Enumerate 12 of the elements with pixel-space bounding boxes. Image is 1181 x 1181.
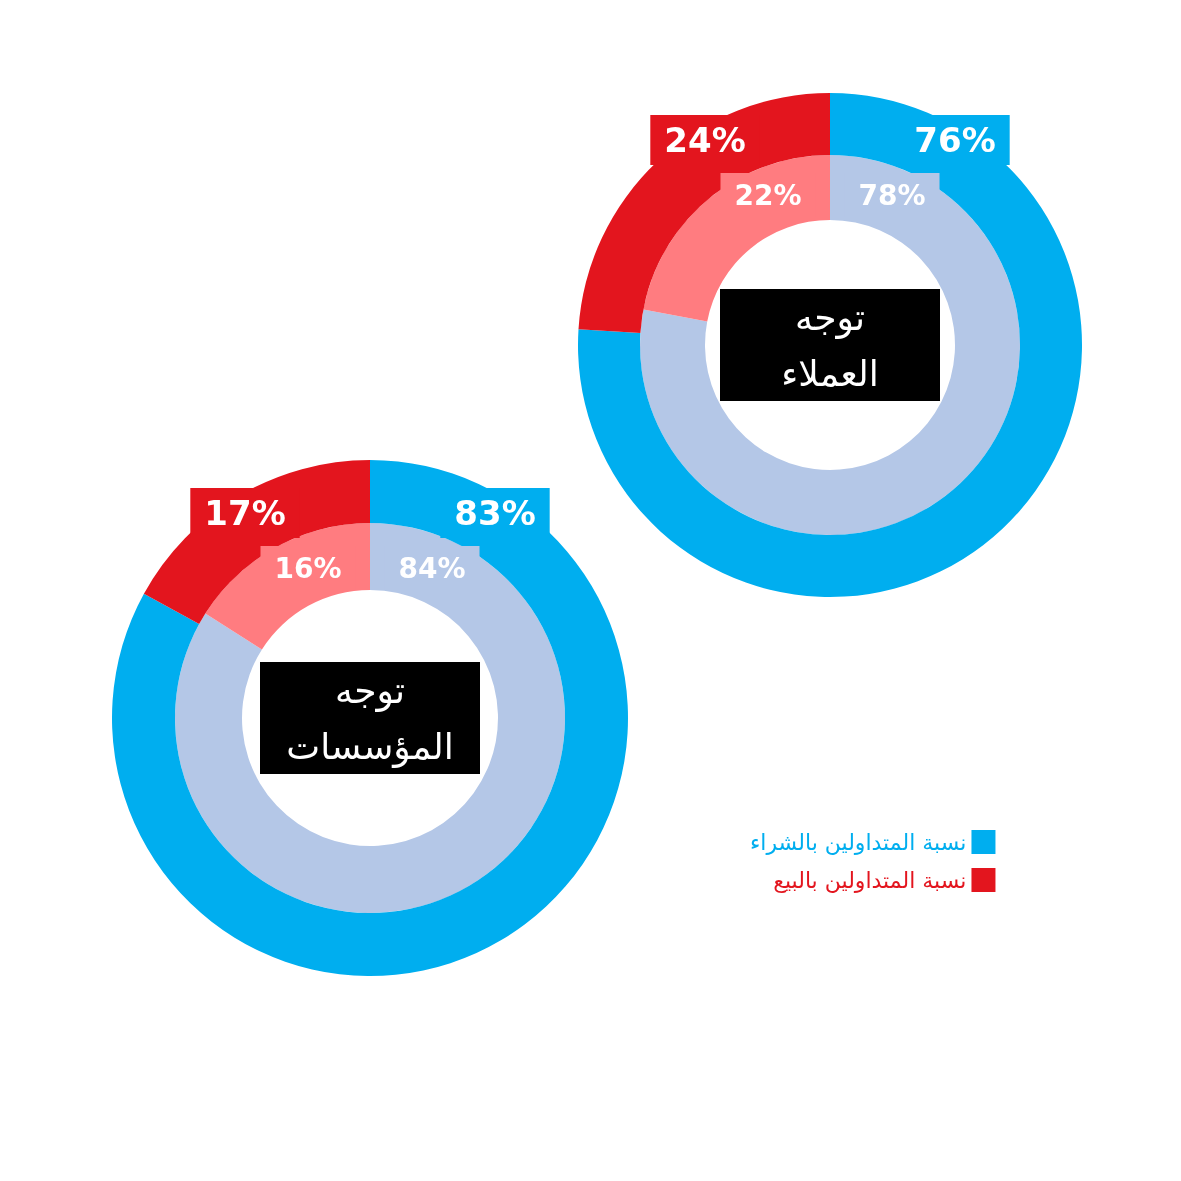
data-label: 76% <box>914 120 996 160</box>
data-label: 24% <box>664 120 746 160</box>
legend-label: نسبة المتداولين بالشراء <box>750 829 967 855</box>
data-label: 83% <box>454 493 536 533</box>
data-label: 17% <box>204 493 286 533</box>
text: توجه المؤسسات <box>286 669 454 768</box>
legend-label: نسبة المتداولين بالبيع <box>773 867 967 893</box>
text: توجه العملاء <box>781 296 879 394</box>
data-label: 84% <box>398 551 466 585</box>
data-label: 22% <box>734 178 802 212</box>
data-label: 78% <box>858 178 926 212</box>
data-label: 16% <box>274 551 342 585</box>
